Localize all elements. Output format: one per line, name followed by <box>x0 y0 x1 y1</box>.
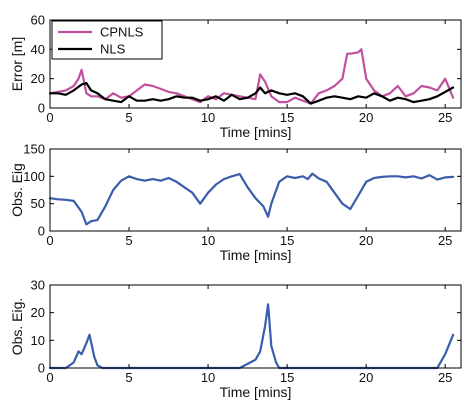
x-tick-label: 0 <box>46 370 53 385</box>
x-axis-label: Time [mins] <box>220 384 292 400</box>
y-tick-label: 20 <box>31 305 45 320</box>
x-tick-label: 15 <box>280 370 294 385</box>
axes-frame <box>49 148 462 232</box>
axes-frame <box>49 284 462 369</box>
y-tick-label: 50 <box>31 196 45 211</box>
x-tick-label: 25 <box>438 110 452 125</box>
legend-box <box>51 20 163 60</box>
y-axis-label: Obs. Eig. <box>9 298 25 356</box>
legend-entry: NLS <box>100 42 126 57</box>
chart-panel-2: 0 5 10 15 20 25 0 50 100 150 Time [mins] Obs. Eig <box>9 142 462 263</box>
legend: CPNLS NLS <box>51 20 163 60</box>
axes-frame <box>49 19 462 109</box>
x-tick-label: 25 <box>438 370 452 385</box>
series-line-nls <box>48 81 455 105</box>
x-tick-label: 15 <box>280 233 294 248</box>
x-axis-label: Time [mins] <box>220 247 292 263</box>
x-tick-label: 10 <box>201 233 215 248</box>
y-tick-label: 100 <box>23 169 45 184</box>
x-tick-label: 20 <box>359 370 373 385</box>
series-line-2-1 <box>48 172 455 226</box>
legend-entry: CPNLS <box>100 25 144 40</box>
y-tick-label: 20 <box>31 71 45 86</box>
x-tick-label: 20 <box>359 233 373 248</box>
y-tick-label: 0 <box>38 101 45 116</box>
y-tick-label: 30 <box>31 278 45 293</box>
x-tick-label: 5 <box>125 233 132 248</box>
x-tick-label: 15 <box>280 110 294 125</box>
chart-panel-3: 0 5 10 15 20 25 0 10 20 30 Time [mins] Obs. Eig. <box>9 278 462 400</box>
x-tick-label: 20 <box>359 110 373 125</box>
y-tick-label: 10 <box>31 333 45 348</box>
x-tick-label: 10 <box>201 110 215 125</box>
x-tick-label: 25 <box>438 233 452 248</box>
series-line-3-1 <box>48 303 455 370</box>
x-tick-label: 5 <box>125 110 132 125</box>
y-tick-label: 0 <box>38 224 45 239</box>
x-axis-label: Time [mins] <box>220 124 292 140</box>
y-axis-label: Error [m] <box>9 37 25 91</box>
x-tick-label: 10 <box>201 370 215 385</box>
y-axis-label: Obs. Eig <box>9 163 25 217</box>
x-tick-label: 0 <box>46 233 53 248</box>
x-tick-label: 0 <box>46 110 53 125</box>
y-tick-label: 150 <box>23 142 45 157</box>
y-tick-label: 40 <box>31 42 45 57</box>
y-tick-label: 60 <box>31 13 45 28</box>
y-tick-label: 0 <box>38 361 45 376</box>
x-tick-label: 5 <box>125 370 132 385</box>
chart-panel-1: 0 5 10 15 20 25 0 20 40 60 Time [mins] Error [m] CPN… <box>9 13 462 140</box>
